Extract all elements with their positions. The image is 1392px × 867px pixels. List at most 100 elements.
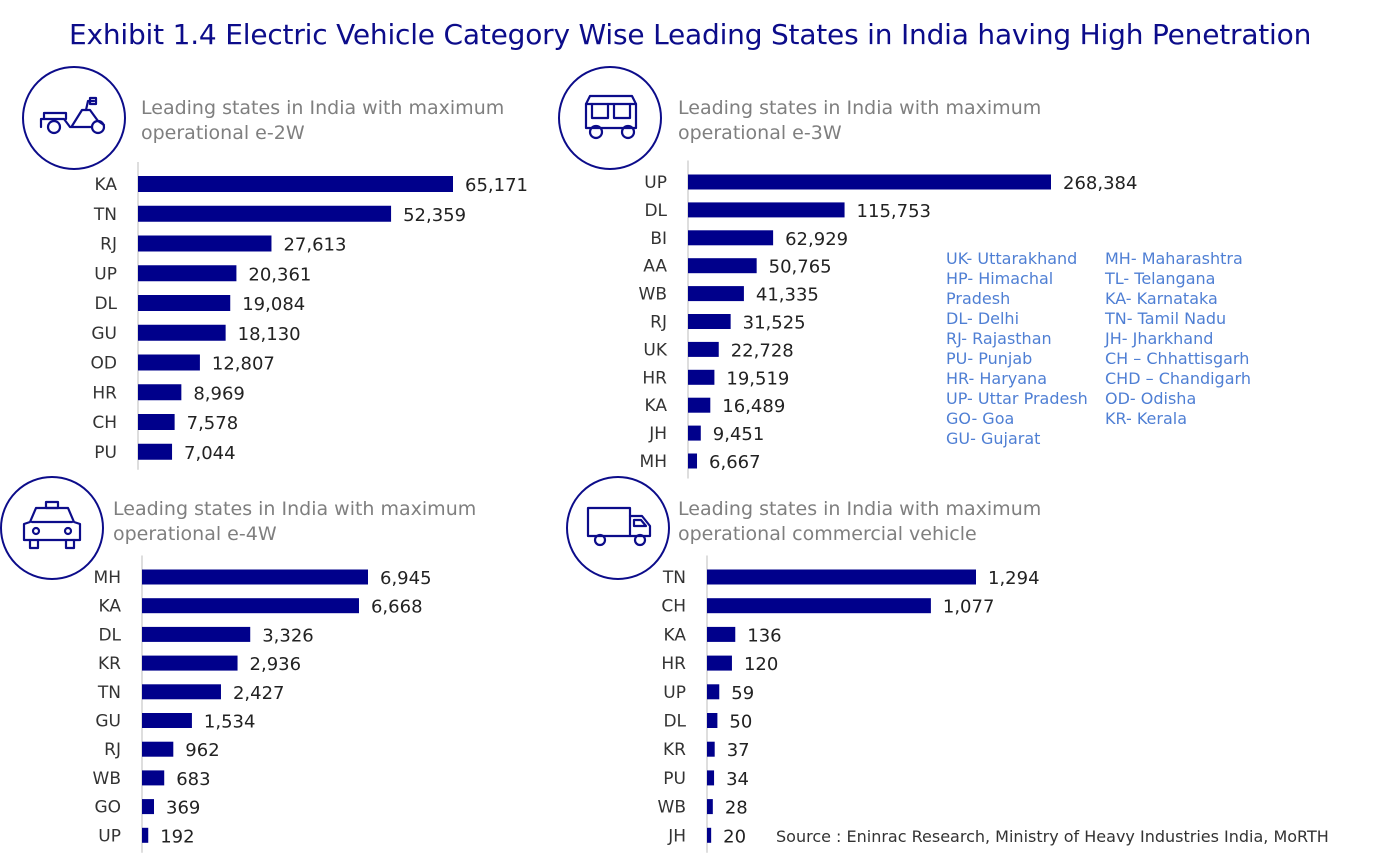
- category-label: RJ: [100, 235, 117, 255]
- bar: [707, 569, 976, 585]
- data-label: 1,077: [943, 597, 995, 618]
- bar: [688, 174, 1051, 190]
- category-label: WB: [639, 285, 667, 305]
- data-label: 1,534: [204, 712, 256, 733]
- data-label: 8,969: [193, 383, 245, 404]
- category-label: UP: [663, 683, 686, 703]
- legend-entry: DL- Delhi: [946, 309, 1020, 328]
- data-label: 9,451: [713, 424, 765, 445]
- category-label: KA: [99, 597, 122, 617]
- bar: [142, 713, 192, 728]
- category-label: JH: [667, 826, 686, 846]
- data-label: 268,384: [1063, 173, 1137, 194]
- data-label: 369: [166, 798, 200, 819]
- category-label: KA: [645, 396, 668, 416]
- legend-entry: KR- Kerala: [1105, 409, 1187, 428]
- subtitle-e4w-line1: Leading states in India with maximum: [113, 498, 477, 520]
- data-label: 6,667: [709, 452, 761, 473]
- bar: [688, 286, 744, 302]
- page-title: Exhibit 1.4 Electric Vehicle Category Wi…: [69, 18, 1312, 51]
- data-label: 59: [731, 683, 754, 704]
- bar: [142, 684, 221, 700]
- category-label: DL: [98, 625, 121, 645]
- legend-column-1: UK- Uttarakhand HP- Himachal Pradesh DL- De…: [946, 249, 1088, 449]
- category-label: WB: [658, 798, 686, 818]
- bar: [138, 295, 231, 311]
- category-label: MH: [94, 568, 121, 588]
- data-label: 28: [725, 798, 748, 819]
- legend-entry: GO- Goa: [946, 409, 1015, 428]
- category-label: UP: [94, 264, 117, 284]
- bar: [707, 655, 732, 671]
- category-label: DL: [663, 712, 686, 732]
- data-label: 7,578: [187, 413, 239, 434]
- data-label: 27,613: [283, 235, 346, 256]
- bar: [688, 202, 845, 218]
- scooter-icon: [39, 96, 106, 135]
- bar: [688, 258, 757, 274]
- bar: [688, 314, 731, 329]
- data-label: 2,427: [233, 683, 285, 704]
- bar: [142, 598, 359, 614]
- category-label: KA: [95, 175, 118, 195]
- category-label: MH: [640, 452, 667, 472]
- category-label: JH: [648, 424, 667, 444]
- legend-entry: UK- Uttarakhand: [946, 249, 1078, 268]
- bar: [688, 397, 711, 413]
- bar: [707, 626, 736, 642]
- bar: [138, 176, 453, 192]
- legend-entry: KA- Karnataka: [1105, 289, 1218, 308]
- legend-entry: HP- Himachal: [946, 269, 1054, 288]
- bar: [138, 354, 200, 371]
- category-label: TN: [97, 683, 121, 703]
- bar: [142, 799, 155, 815]
- subtitle-e3w-line2: operational e-3W: [678, 122, 842, 144]
- category-label: AA: [643, 257, 667, 277]
- data-label: 962: [185, 740, 219, 761]
- category-label: OD: [91, 354, 117, 374]
- subtitle-e4w: Leading states in India with maximum ope…: [113, 497, 476, 547]
- data-label: 12,807: [212, 354, 275, 375]
- data-label: 683: [176, 769, 210, 790]
- data-label: 50,765: [769, 257, 832, 278]
- category-label: KA: [664, 625, 687, 645]
- subtitle-e4w-line2: operational e-4W: [113, 523, 277, 545]
- legend-entry: Pradesh: [946, 289, 1011, 308]
- bar: [138, 235, 272, 252]
- truck-icon: [586, 506, 652, 547]
- bar: [142, 741, 174, 757]
- data-label: 7,044: [184, 443, 236, 464]
- bar: [142, 655, 238, 671]
- data-label: 65,171: [465, 175, 528, 196]
- legend-entry: TL- Telangana: [1105, 269, 1216, 288]
- legend-entry: JH- Jharkhand: [1105, 329, 1214, 348]
- category-label: BI: [650, 229, 667, 249]
- category-label: UK: [643, 340, 667, 360]
- legend-entry: GU- Gujarat: [946, 429, 1041, 448]
- category-label: WB: [93, 769, 121, 789]
- category-label: PU: [663, 769, 686, 789]
- data-label: 22,728: [731, 340, 794, 361]
- category-label: HR: [92, 383, 117, 403]
- subtitle-e3w-line1: Leading states in India with maximum: [678, 97, 1042, 119]
- bar: [138, 384, 182, 401]
- data-label: 19,519: [726, 368, 789, 389]
- category-label: UP: [98, 826, 121, 846]
- data-label: 18,130: [238, 324, 301, 345]
- data-label: 20,361: [248, 264, 311, 285]
- auto-rickshaw-icon-circle: [558, 66, 662, 170]
- data-label: 2,936: [250, 654, 302, 675]
- legend-entry: TN- Tamil Nadu: [1105, 309, 1227, 328]
- legend-entry: CHD – Chandigarh: [1105, 369, 1251, 388]
- subtitle-commercial-line1: Leading states in India with maximum: [678, 498, 1042, 520]
- bar: [707, 684, 720, 700]
- category-label: HR: [642, 368, 667, 388]
- bar: [138, 443, 173, 460]
- category-label: KR: [663, 740, 686, 760]
- category-label: HR: [661, 654, 686, 674]
- subtitle-commercial: Leading states in India with maximum ope…: [678, 497, 1041, 547]
- legend-entry: OD- Odisha: [1105, 389, 1197, 408]
- bar: [142, 827, 149, 843]
- legend-entry: RJ- Rajasthan: [946, 329, 1052, 348]
